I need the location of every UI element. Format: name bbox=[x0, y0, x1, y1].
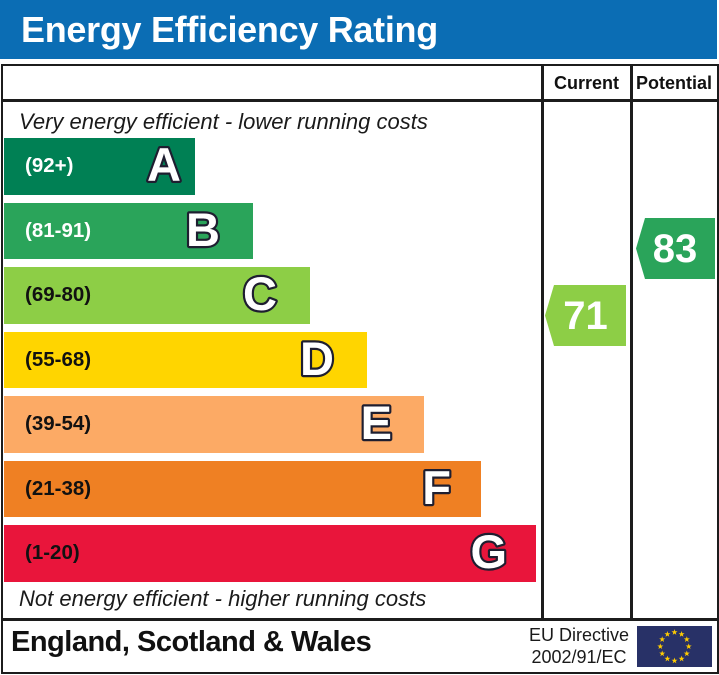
svg-text:G: G bbox=[470, 525, 507, 578]
svg-text:C: C bbox=[243, 267, 277, 320]
svg-text:A: A bbox=[147, 138, 181, 191]
svg-text:B: B bbox=[186, 203, 220, 256]
svg-text:D: D bbox=[300, 332, 334, 385]
svg-text:E: E bbox=[361, 396, 392, 449]
svg-text:F: F bbox=[422, 461, 451, 514]
